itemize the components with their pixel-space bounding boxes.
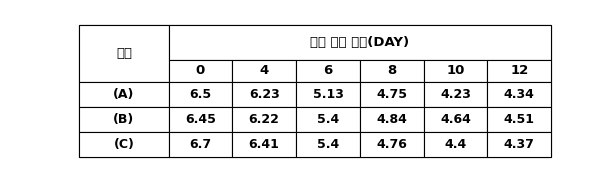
Text: 4.37: 4.37 (504, 138, 534, 151)
Bar (424, 60, 487, 82)
Text: 6.23: 6.23 (249, 88, 280, 101)
Bar (296, 107, 360, 132)
Text: 4.75: 4.75 (376, 88, 407, 101)
Bar (169, 60, 232, 82)
Text: 4.23: 4.23 (440, 88, 471, 101)
Text: 6.22: 6.22 (248, 113, 280, 126)
Bar (232, 107, 296, 132)
Text: 4.34: 4.34 (504, 88, 534, 101)
Bar (232, 82, 296, 107)
Bar (360, 107, 424, 132)
Text: 4.76: 4.76 (376, 138, 407, 151)
Bar (79, 25, 169, 82)
Text: 6.5: 6.5 (189, 88, 212, 101)
Text: (B): (B) (113, 113, 135, 126)
Text: 6.7: 6.7 (189, 138, 212, 151)
Text: 4.84: 4.84 (376, 113, 407, 126)
Bar (360, 132, 424, 157)
Text: 초산 발효 기간(DAY): 초산 발효 기간(DAY) (310, 36, 410, 49)
Text: 5.13: 5.13 (312, 88, 343, 101)
Bar (232, 60, 296, 82)
Bar (487, 82, 551, 107)
Bar (169, 132, 232, 157)
Bar (79, 107, 169, 132)
Text: 시료: 시료 (116, 47, 132, 60)
Bar (296, 132, 360, 157)
Bar (360, 82, 424, 107)
Bar (487, 132, 551, 157)
Text: 4.51: 4.51 (504, 113, 534, 126)
Bar (296, 82, 360, 107)
Text: 10: 10 (446, 64, 465, 77)
Text: 5.4: 5.4 (317, 113, 339, 126)
Bar (424, 82, 487, 107)
Text: (A): (A) (113, 88, 135, 101)
Text: 4: 4 (260, 64, 269, 77)
Text: 6.45: 6.45 (185, 113, 216, 126)
Text: 12: 12 (510, 64, 528, 77)
Bar (79, 82, 169, 107)
Text: 6: 6 (323, 64, 333, 77)
Text: 0: 0 (196, 64, 205, 77)
Bar (169, 107, 232, 132)
Text: 6.41: 6.41 (248, 138, 280, 151)
Bar (424, 107, 487, 132)
Text: 8: 8 (387, 64, 396, 77)
Bar (169, 25, 551, 60)
Bar (296, 60, 360, 82)
Bar (79, 132, 169, 157)
Text: (C): (C) (113, 138, 134, 151)
Text: 4.64: 4.64 (440, 113, 471, 126)
Bar (360, 60, 424, 82)
Bar (424, 132, 487, 157)
Bar (232, 132, 296, 157)
Bar (487, 107, 551, 132)
Text: 4.4: 4.4 (445, 138, 467, 151)
Text: 5.4: 5.4 (317, 138, 339, 151)
Bar (487, 60, 551, 82)
Bar (169, 82, 232, 107)
